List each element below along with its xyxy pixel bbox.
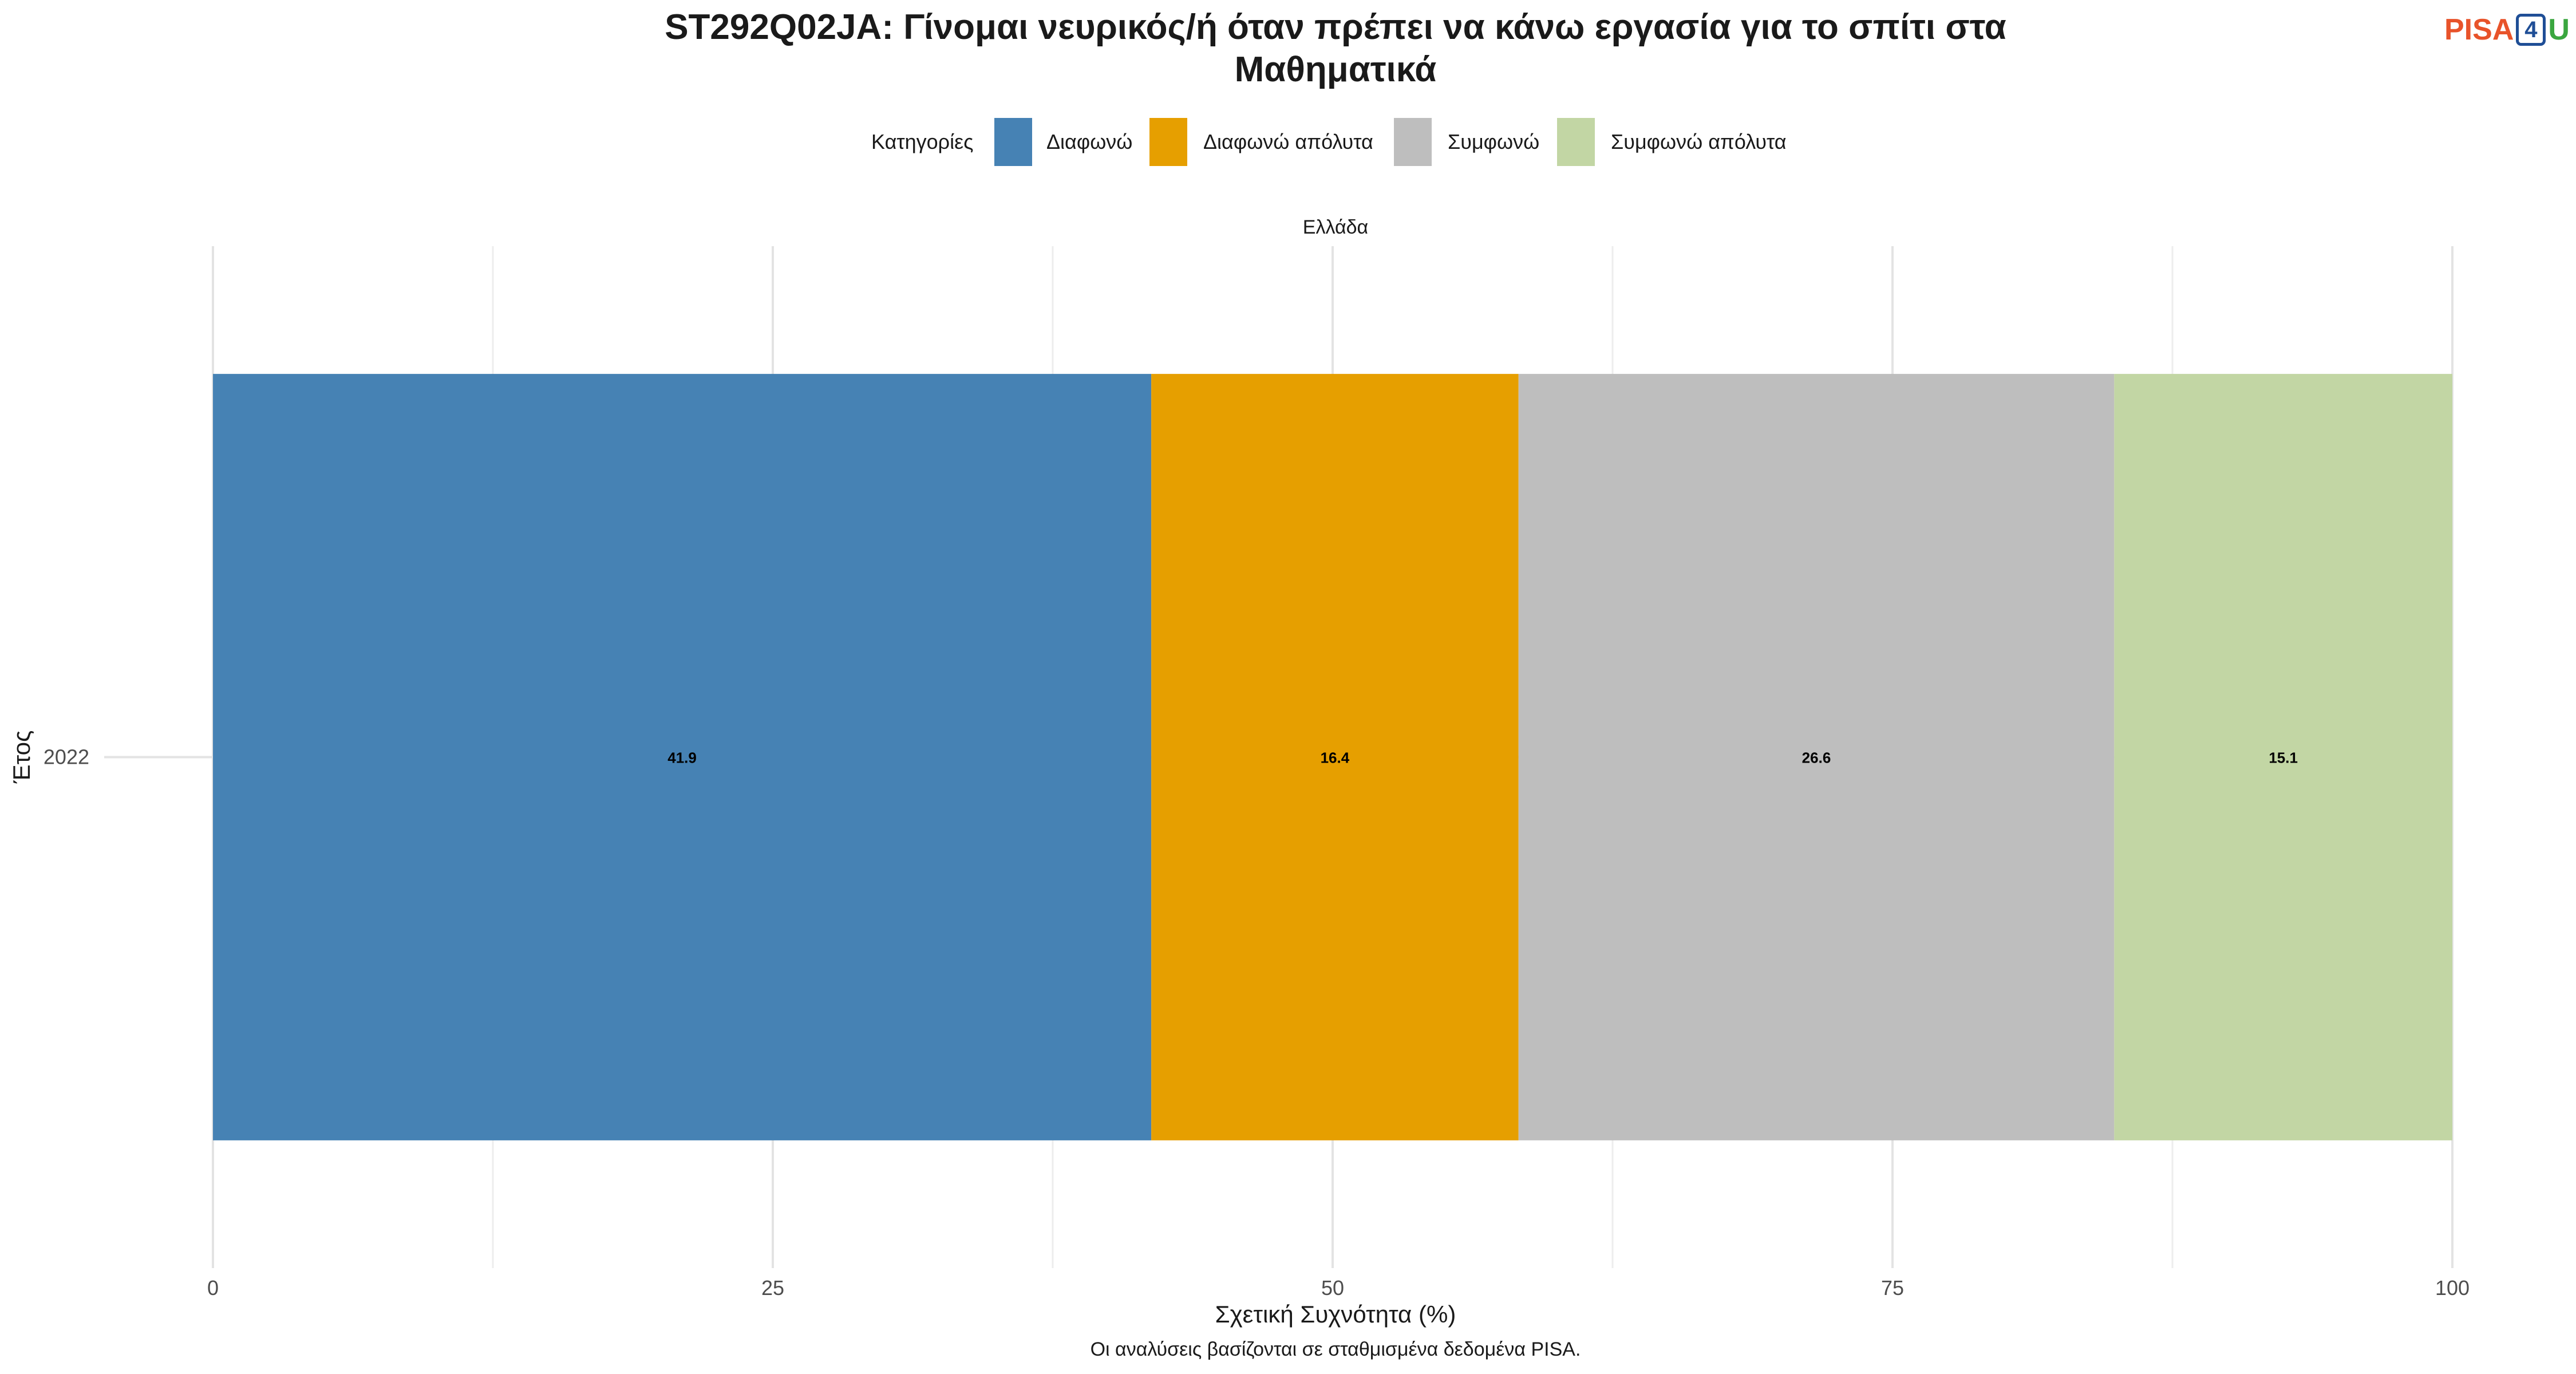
legend-label: Συμφωνώ απόλυτα (1611, 130, 1787, 153)
logo-four-text: 4 (2516, 14, 2546, 46)
bar-segment (1518, 374, 2115, 1140)
x-tick-label: 75 (1881, 1276, 1904, 1300)
legend-swatch (1557, 118, 1595, 166)
data-label: 26.6 (1802, 749, 1831, 767)
legend-label: Διαφωνώ (1046, 130, 1132, 153)
y-axis-label: Έτος (8, 731, 35, 784)
pisa4u-logo: PISA 4 U (2444, 9, 2570, 50)
legend-swatch (1394, 118, 1432, 166)
data-label: 15.1 (2269, 749, 2298, 767)
chart-title: ST292Q02JA: Γίνομαι νευρικός/ή όταν πρέπ… (665, 7, 2006, 89)
legend-swatch (994, 118, 1032, 166)
bars: 41.9 16.4 26.6 15.1 (213, 374, 2452, 1140)
y-tick-label: 2022 (44, 745, 89, 769)
data-label: 41.9 (667, 749, 697, 767)
x-tick-label: 100 (2435, 1276, 2470, 1300)
bar-segment (2114, 374, 2452, 1140)
chart-title-line: Μαθηματικά (1235, 50, 1437, 89)
chart-title-line: ST292Q02JA: Γίνομαι νευρικός/ή όταν πρέπ… (665, 7, 2006, 47)
bar-segment (213, 374, 1152, 1140)
legend-title: Κατηγορίες (871, 130, 974, 153)
logo-pisa-text: PISA (2444, 13, 2514, 46)
legend-label: Συμφωνώ (1448, 130, 1539, 153)
legend-label: Διαφωνώ απόλυτα (1203, 130, 1373, 153)
legend: Κατηγορίες Διαφωνώ Διαφωνώ απόλυτα Συμφωνώ Σ… (871, 118, 1787, 166)
x-axis-ticks: 0 25 50 75 100 (207, 1276, 2470, 1300)
x-tick-label: 0 (207, 1276, 219, 1300)
facet-label: Ελλάδα (1303, 216, 1368, 238)
caption: Οι αναλύσεις βασίζονται σε σταθμισμένα δ… (1091, 1339, 1581, 1360)
logo-u-text: U (2548, 13, 2570, 46)
x-tick-label: 25 (761, 1276, 784, 1300)
x-axis-label: Σχετική Συχνότητα (%) (1215, 1301, 1456, 1328)
data-label: 16.4 (1321, 749, 1350, 767)
y-axis-ticks: 2022 (44, 745, 89, 769)
bar-segment (1151, 374, 1519, 1140)
x-tick-label: 50 (1321, 1276, 1344, 1300)
legend-swatch (1149, 118, 1187, 166)
